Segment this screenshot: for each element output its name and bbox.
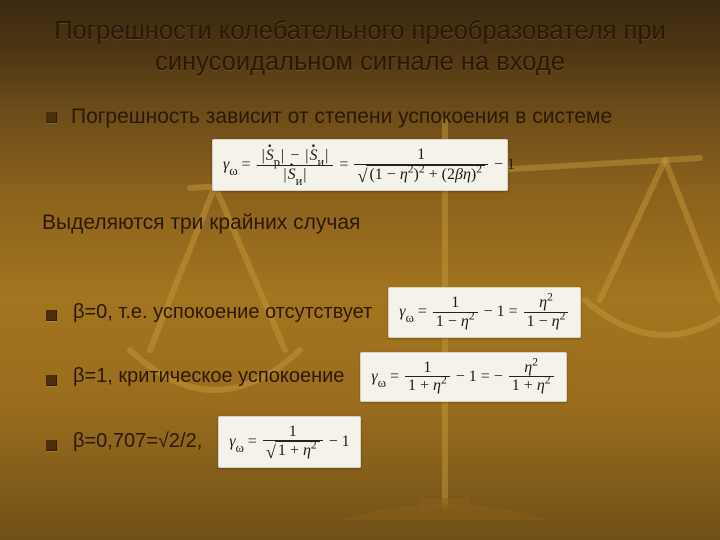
bullet-icon [46,375,57,386]
slide-title: Погрешности колебательного преобразовате… [34,16,686,77]
bullet-icon [46,112,57,123]
case-formula-1: γω = 11 + η2 − 1 = − η21 + η2 [360,352,566,402]
case-row-beta-0: β=0, т.е. успокоение отсутствует γω = 11… [46,287,686,337]
case-label-1: β=1, критическое успокоение [73,365,344,388]
bullet-icon [46,310,57,321]
case-row-beta-1: β=1, критическое успокоение γω = 11 + η2… [46,352,686,402]
slide-content: Погрешности колебательного преобразовате… [0,0,720,468]
case-formula-0: γω = 11 − η2 − 1 = η21 − η2 [388,287,581,337]
case-label-0: β=0, т.е. успокоение отсутствует [73,301,372,324]
case-label-2: β=0,707=√2/2, [73,430,202,453]
subheading: Выделяются три крайних случая [42,211,686,235]
intro-bullet-row: Погрешность зависит от степени успокоени… [46,105,686,129]
case-row-beta-0707: β=0,707=√2/2, γω = 1 √1 + η2 − 1 [46,416,686,468]
intro-bullet-text: Погрешность зависит от степени успокоени… [71,105,612,129]
case-formula-2: γω = 1 √1 + η2 − 1 [218,416,360,468]
main-formula-card: γω = Sp − Sи Sи = 1 √(1 − η2)2 + (2βη)2 … [212,139,508,191]
bullet-icon [46,440,57,451]
